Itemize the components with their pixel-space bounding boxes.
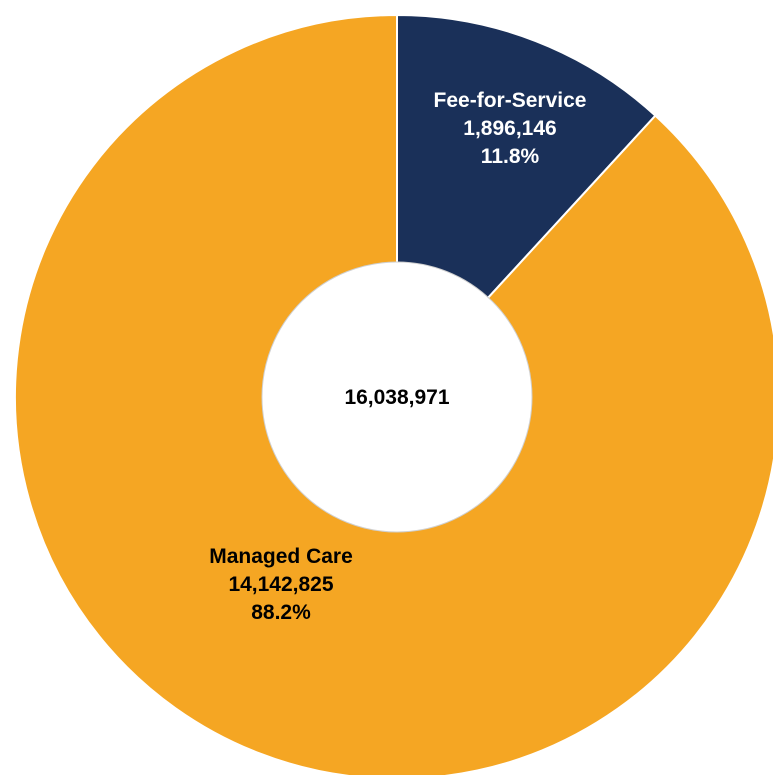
center-total-label: 16,038,971 (344, 386, 449, 409)
slice-labels-group: Fee-for-Service 1,896,146 11.8% Managed Car… (209, 89, 586, 624)
slice-value-label: 14,142,825 (228, 573, 333, 596)
slice-percent-label: 88.2% (251, 601, 311, 624)
slice-percent-label: 11.8% (481, 145, 540, 168)
slice-name-label: Managed Care (209, 545, 353, 568)
slice-label-fee-for-service: Fee-for-Service 1,896,146 11.8% (434, 89, 587, 168)
slice-label-managed-care: Managed Care 14,142,825 88.2% (209, 545, 353, 624)
donut-hole (261, 261, 533, 533)
slice-value-label: 1,896,146 (463, 117, 556, 140)
slice-name-label: Fee-for-Service (434, 89, 587, 112)
